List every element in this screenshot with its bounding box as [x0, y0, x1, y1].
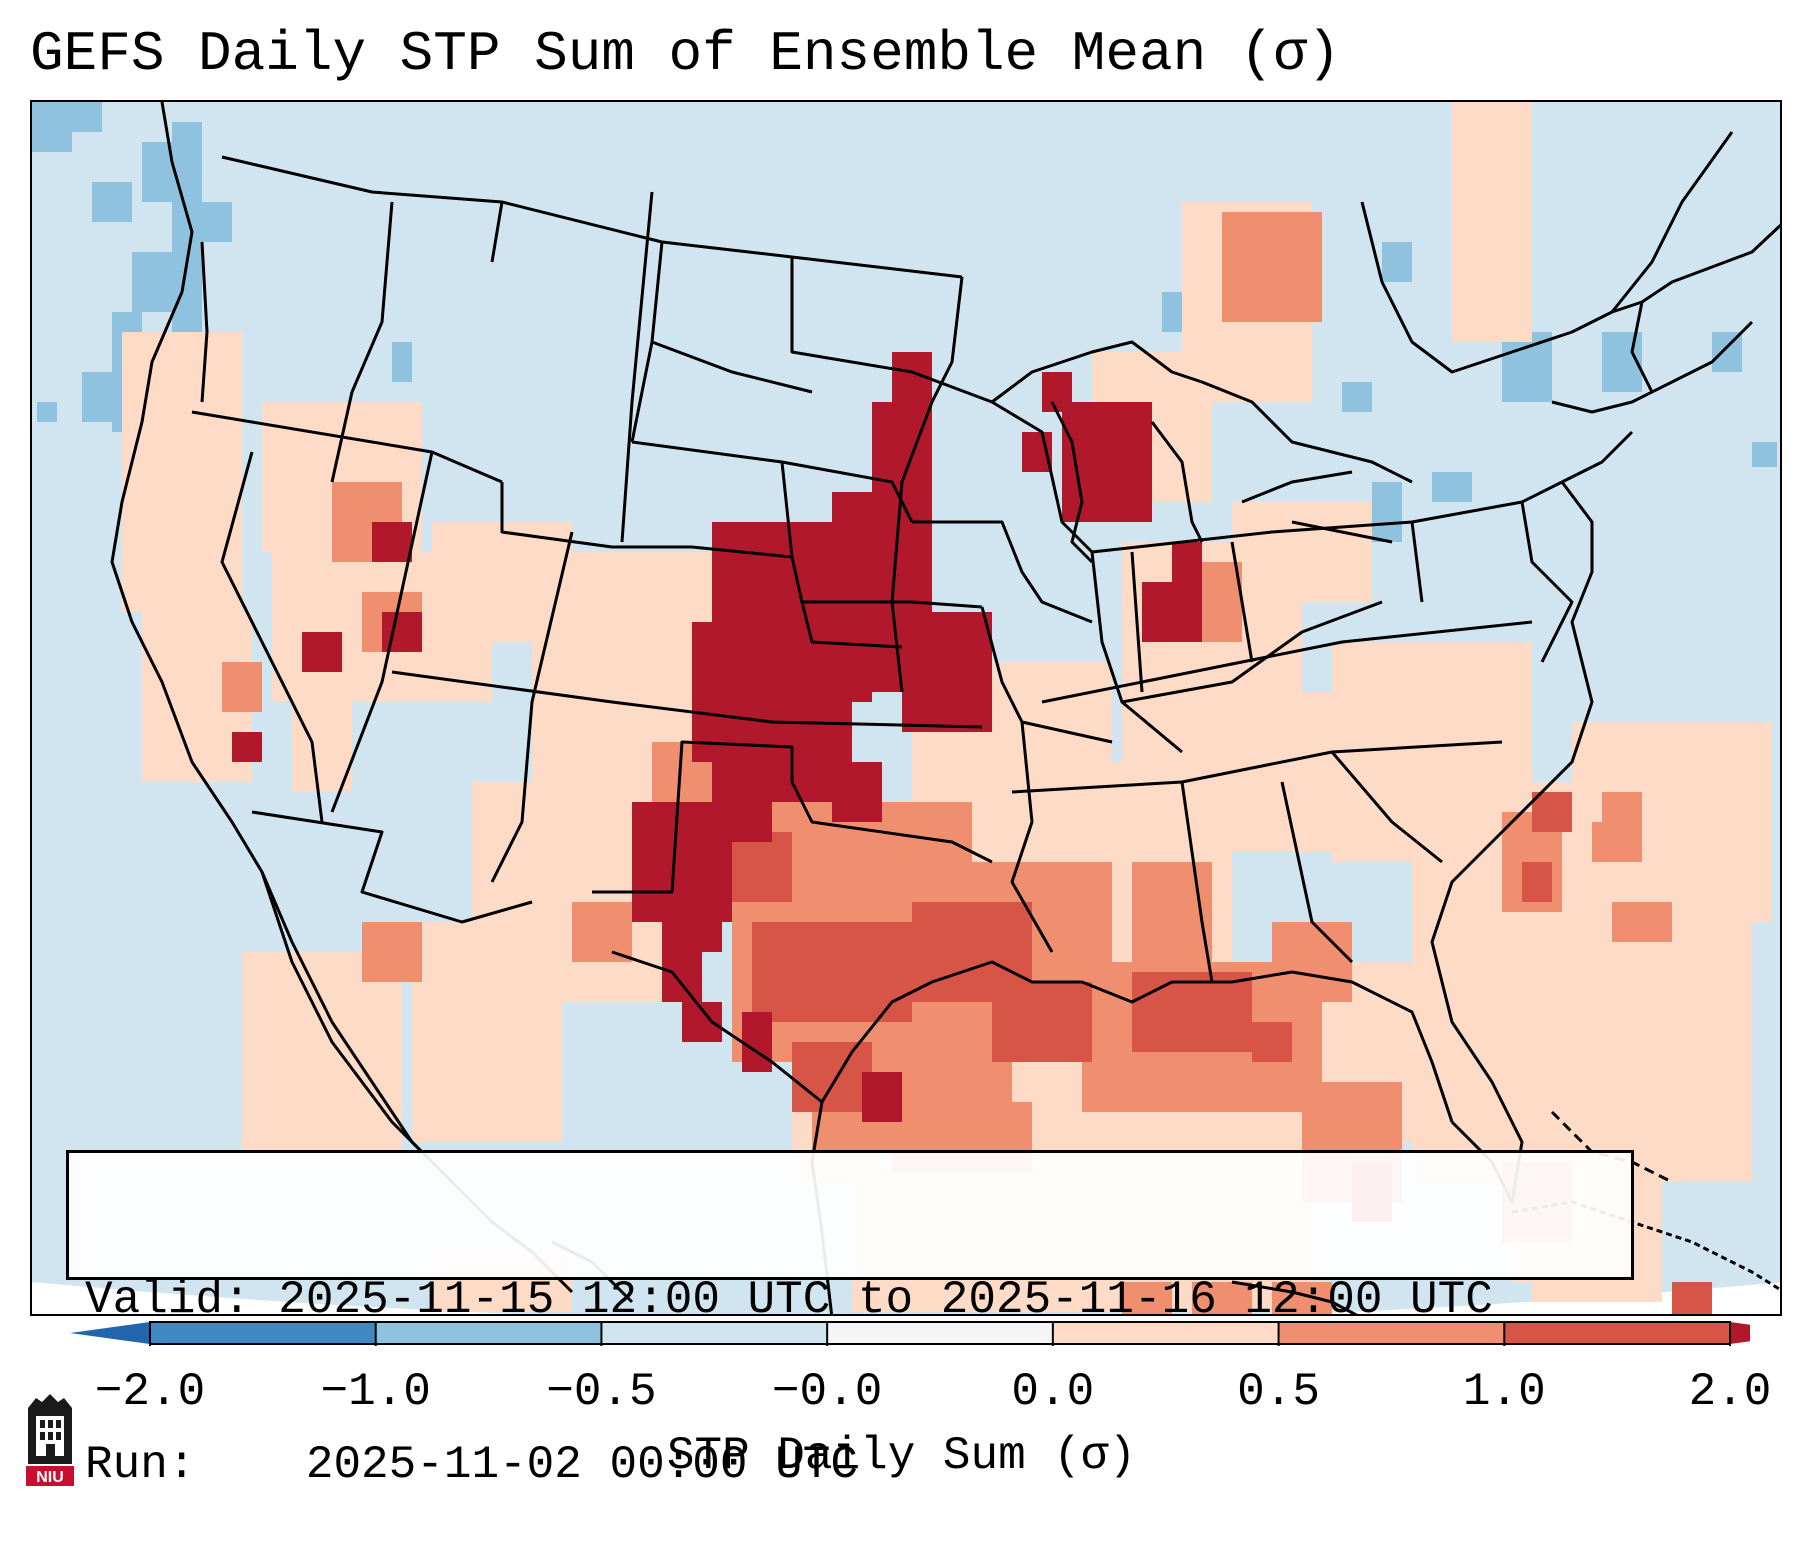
- colorbar-bin: [827, 1322, 1054, 1344]
- colorbar-bin: [1278, 1322, 1505, 1344]
- run-label: Run:: [85, 1439, 196, 1491]
- political-boundaries: [110, 102, 1780, 1314]
- colorbar-label: STP Daily Sum (σ): [666, 1430, 1137, 1482]
- validity-info-box: Valid: 2025-11-15 12:00 UTC to 2025-11-1…: [66, 1150, 1634, 1491]
- colorbar-under-arrow: [70, 1322, 150, 1344]
- stp-map: [32, 102, 1780, 1314]
- colorbar-tick-label: −1.0: [320, 1366, 431, 1418]
- colorbar-bin: [1052, 1322, 1280, 1344]
- extreme-positive-cells: [232, 352, 1202, 1122]
- colorbar-tick-label: 0.5: [1237, 1366, 1320, 1418]
- colorbar-tick-label: 1.0: [1462, 1366, 1546, 1418]
- valid-time-range: 2025-11-15 12:00 UTC to 2025-11-16 12:00…: [278, 1274, 1493, 1326]
- map-panel: [30, 100, 1782, 1316]
- colorbar-over-arrow: [1730, 1322, 1750, 1344]
- map-title: GEFS Daily STP Sum of Ensemble Mean (σ): [30, 22, 1341, 86]
- colorbar-bin: [601, 1322, 828, 1344]
- colorbar-tick-label: 2.0: [1688, 1366, 1772, 1418]
- colorbar: [70, 1321, 1750, 1346]
- run-time: 2025-11-02 00:00 UTC: [305, 1439, 858, 1491]
- colorbar-tick-label: −0.5: [546, 1366, 657, 1418]
- colorbar-tick-label: 0.0: [1011, 1366, 1095, 1418]
- colorbar-bin: [375, 1322, 602, 1344]
- run-line: Run: 2025-11-02 00:00 UTC: [85, 1438, 1615, 1493]
- colorbar-tick-label: −2.0: [94, 1366, 206, 1418]
- niu-logo: NIU: [26, 1394, 74, 1486]
- niu-logo-text: NIU: [36, 1469, 64, 1486]
- valid-line: Valid: 2025-11-15 12:00 UTC to 2025-11-1…: [85, 1273, 1615, 1328]
- colorbar-tick-label: −0.0: [771, 1366, 883, 1418]
- colorbar-bin: [150, 1322, 377, 1344]
- valid-label: Valid:: [85, 1274, 251, 1326]
- colorbar-bin: [1504, 1322, 1731, 1344]
- colorbar-tick-labels: −2.0 −1.0 −0.5 −0.0 0.0 0.5 1.0 2.0: [0, 1364, 1803, 1424]
